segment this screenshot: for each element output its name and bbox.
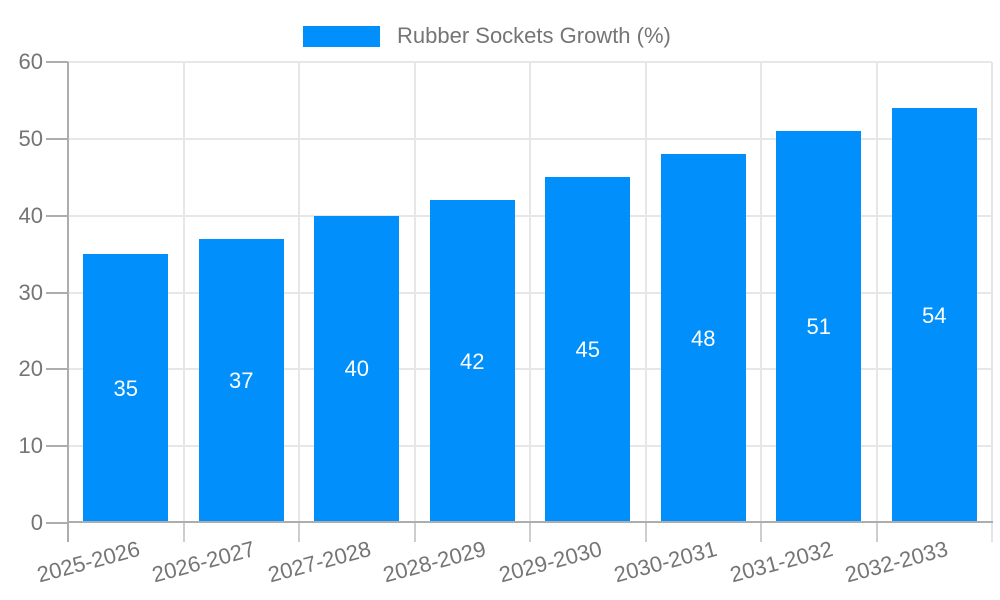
bar (83, 254, 169, 523)
y-axis-tick-label: 60 (18, 49, 43, 74)
x-axis-tick (875, 523, 878, 542)
y-axis-tick (46, 522, 68, 524)
bar (891, 108, 977, 523)
x-axis-tick (644, 523, 647, 542)
gridline-vertical (529, 62, 531, 523)
bar (429, 200, 515, 523)
y-axis-tick-label: 30 (18, 279, 43, 305)
y-axis-tick (46, 137, 68, 140)
bar-value-label: 45 (575, 337, 600, 363)
legend-label: Rubber Sockets Growth (%) (397, 23, 671, 48)
x-axis-tick (529, 523, 531, 542)
bar-value-label: 54 (922, 302, 947, 328)
gridline-vertical (182, 62, 185, 523)
gridline-vertical (298, 62, 300, 523)
bar-value-label: 37 (229, 367, 254, 393)
bar (198, 238, 284, 523)
x-axis-tick (413, 523, 416, 542)
legend: Rubber Sockets Growth (%) (303, 23, 671, 49)
bar (314, 215, 400, 523)
bar (545, 177, 631, 523)
gridline-vertical (760, 62, 762, 523)
y-axis-line (67, 62, 69, 524)
y-axis-tick-label: 0 (30, 510, 43, 535)
y-axis-tick-label: 50 (18, 125, 43, 151)
legend-swatch (303, 25, 380, 47)
y-axis-tick (46, 61, 68, 63)
gridline-vertical (875, 62, 878, 523)
plot-right-border (991, 62, 993, 542)
bar-value-label: 48 (691, 325, 716, 351)
x-axis-tick (298, 523, 300, 542)
bar-value-label: 35 (113, 375, 138, 401)
y-axis-tick (46, 214, 68, 217)
x-axis-line (67, 521, 993, 523)
bar (776, 131, 862, 523)
x-axis-tick (182, 523, 185, 542)
bar (660, 154, 746, 523)
bar-value-label: 42 (460, 348, 485, 374)
gridline-vertical (413, 62, 416, 523)
y-axis-tick (46, 445, 68, 448)
x-axis-tick (760, 523, 762, 542)
y-axis-tick-label: 20 (18, 356, 43, 382)
gridline-vertical (644, 62, 647, 523)
y-axis-tick (46, 291, 68, 294)
y-axis-tick (46, 368, 68, 371)
y-axis-tick-label: 10 (18, 433, 43, 459)
bar-value-label: 51 (806, 314, 831, 340)
bar-value-label: 40 (344, 356, 369, 382)
y-axis-tick-label: 40 (18, 202, 43, 228)
x-axis-tick (67, 523, 69, 542)
